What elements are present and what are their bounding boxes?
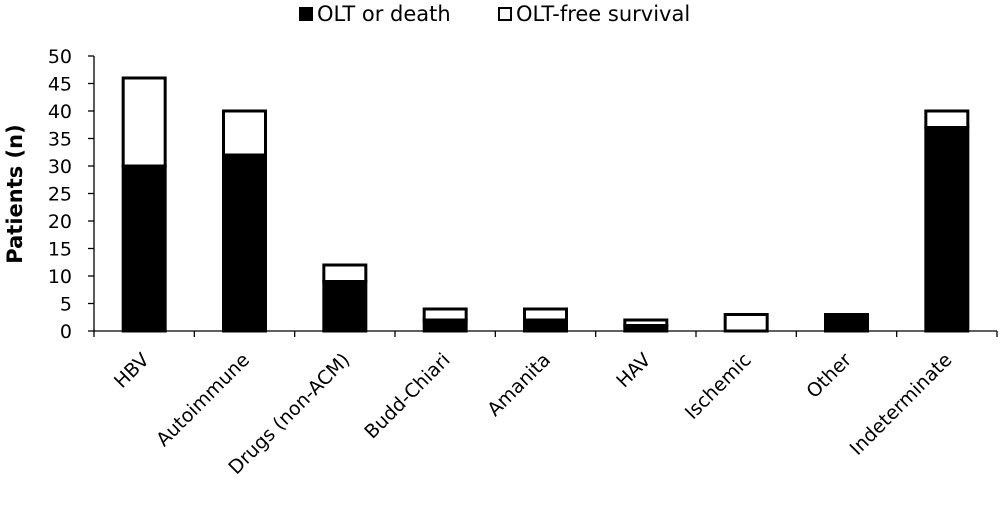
y-tick-label: 10 <box>48 266 72 288</box>
bar-olt-free-survival-5 <box>623 318 669 327</box>
x-tick-label: Ischemic <box>681 349 756 424</box>
legend-item-olt-or-death: OLT or death <box>299 2 451 26</box>
bar-olt-free-survival-0 <box>121 76 167 168</box>
bars-layer <box>121 76 970 333</box>
bar-olt-or-death-3 <box>422 318 468 333</box>
bar-olt-or-death-1 <box>222 153 267 333</box>
y-tick-label: 15 <box>48 239 72 261</box>
y-tick-label: 20 <box>48 211 72 233</box>
x-tick-label: Amanita <box>483 349 555 421</box>
legend-swatch-olt-free-survival <box>498 7 512 21</box>
legend-label-olt-or-death: OLT or death <box>317 2 451 26</box>
bar-olt-or-death-8 <box>924 126 970 333</box>
y-tick-label: 50 <box>48 46 72 68</box>
x-tick-label: HBV <box>110 349 154 393</box>
x-tick-label: HAV <box>612 349 655 392</box>
legend: OLT or death OLT-free survival <box>0 0 1000 30</box>
y-tick-label: 45 <box>48 74 72 96</box>
x-tick-label: Budd-Chiari <box>360 349 454 443</box>
bar-olt-or-death-4 <box>523 318 568 333</box>
x-tick-label: Autoimmune <box>152 349 254 451</box>
legend-label-olt-free-survival: OLT-free survival <box>516 2 691 26</box>
y-tick-label: 0 <box>60 321 72 343</box>
y-tick-label: 5 <box>60 294 72 316</box>
x-tick-label: Indeterminate <box>846 349 957 460</box>
bar-olt-free-survival-4 <box>523 307 568 322</box>
bar-olt-or-death-2 <box>322 280 368 333</box>
y-tick-label: 30 <box>48 156 72 178</box>
bar-olt-free-survival-3 <box>422 307 468 322</box>
bar-olt-free-survival-8 <box>924 109 970 129</box>
y-tick-label: 25 <box>48 184 72 206</box>
legend-item-olt-free-survival: OLT-free survival <box>498 2 690 26</box>
bar-olt-free-survival-1 <box>222 109 267 157</box>
legend-swatch-olt-or-death <box>299 7 313 21</box>
bar-olt-free-survival-6 <box>723 313 769 333</box>
y-axis-title: Patients (n) <box>3 124 27 263</box>
x-tick-label: Other <box>802 349 856 403</box>
bar-olt-free-survival-2 <box>322 263 368 283</box>
bar-olt-or-death-0 <box>121 164 167 333</box>
y-tick-label: 40 <box>48 101 72 123</box>
y-tick-label: 35 <box>48 129 72 151</box>
bar-olt-or-death-7 <box>824 313 869 333</box>
